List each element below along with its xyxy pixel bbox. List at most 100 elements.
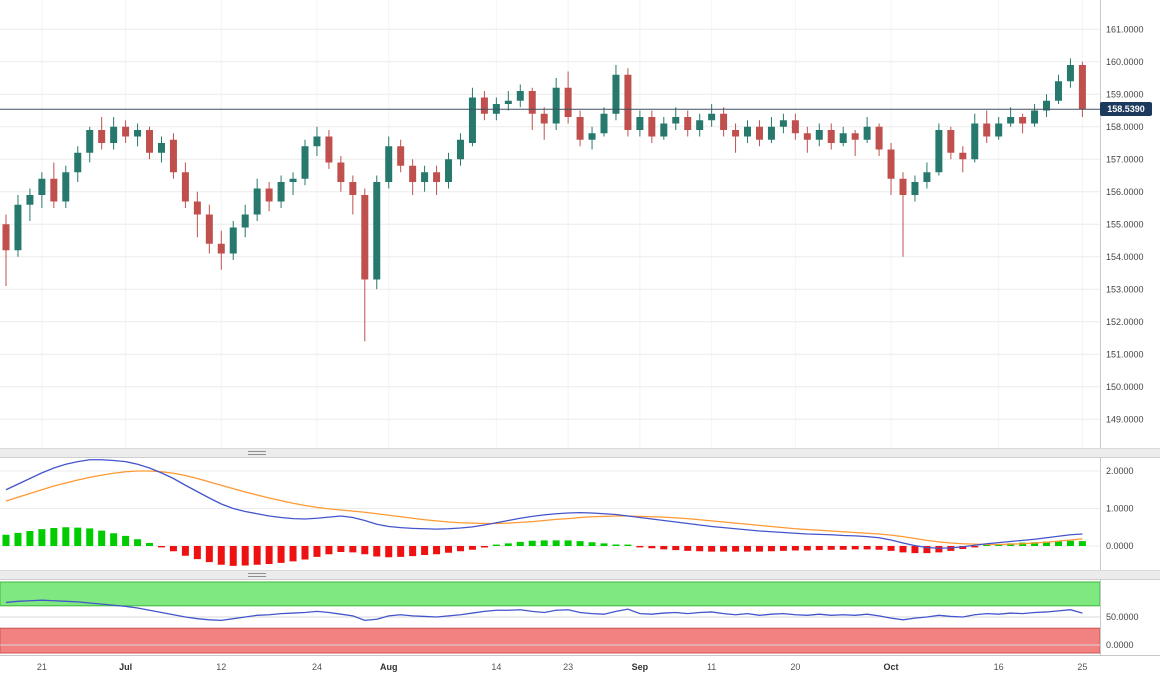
candle[interactable] (1019, 113, 1027, 134)
candle[interactable] (803, 126, 811, 153)
candle[interactable] (337, 156, 345, 192)
candle[interactable] (875, 123, 883, 157)
candle[interactable] (708, 104, 716, 127)
candle[interactable] (732, 123, 740, 153)
candle[interactable] (86, 126, 94, 163)
candle[interactable] (684, 110, 692, 137)
candle[interactable] (421, 165, 429, 192)
candle[interactable] (600, 107, 608, 137)
macd-plot-canvas[interactable]: 2.0000 1.0000 0.0000 (0, 458, 1160, 570)
candle[interactable] (660, 117, 668, 140)
candle[interactable] (564, 71, 572, 124)
candle[interactable] (791, 113, 799, 140)
candle[interactable] (1043, 94, 1051, 117)
macd-histogram-bar (181, 546, 189, 556)
candle[interactable] (947, 126, 955, 160)
panel-separator-2[interactable] (0, 570, 1160, 580)
candle[interactable] (361, 188, 369, 342)
candle[interactable] (253, 178, 261, 221)
candle[interactable] (779, 113, 787, 134)
candle[interactable] (26, 188, 34, 222)
candle[interactable] (2, 214, 10, 287)
candle[interactable] (14, 195, 22, 257)
candle[interactable] (1066, 58, 1074, 88)
candle[interactable] (445, 152, 453, 189)
candle[interactable] (911, 175, 919, 202)
time-axis[interactable]: 21 Jul 12 24 Aug 14 23 Sep 11 20 Oct 16 25 (0, 655, 1160, 686)
panel-separator-1[interactable] (0, 448, 1160, 458)
candle[interactable] (516, 84, 524, 108)
candle[interactable] (767, 117, 775, 143)
candle[interactable] (588, 126, 596, 150)
candle[interactable] (672, 107, 680, 130)
candle[interactable] (995, 117, 1003, 140)
candle[interactable] (576, 110, 584, 147)
candle[interactable] (122, 120, 130, 143)
oscillator-plot-canvas[interactable]: 50.0000 0.0000 (0, 580, 1160, 655)
candle[interactable] (74, 146, 82, 182)
candle[interactable] (468, 87, 476, 147)
candle[interactable] (1007, 107, 1015, 127)
candle[interactable] (325, 130, 333, 169)
candle[interactable] (289, 172, 297, 195)
drag-handle-icon[interactable] (248, 573, 266, 577)
candle[interactable] (612, 65, 620, 121)
candle[interactable] (935, 123, 943, 176)
candle[interactable] (241, 204, 249, 238)
candle[interactable] (217, 230, 225, 270)
candle[interactable] (277, 175, 285, 209)
candle[interactable] (110, 117, 118, 150)
candle[interactable] (134, 123, 142, 147)
candle[interactable] (456, 133, 464, 166)
candle[interactable] (181, 162, 189, 209)
candle[interactable] (229, 221, 237, 260)
candle[interactable] (696, 113, 704, 137)
candle[interactable] (827, 123, 835, 150)
candle[interactable] (552, 78, 560, 130)
candle[interactable] (636, 110, 644, 137)
candle[interactable] (851, 130, 859, 156)
candle[interactable] (744, 120, 752, 143)
candle[interactable] (983, 110, 991, 144)
drag-handle-icon[interactable] (248, 451, 266, 455)
candle[interactable] (720, 107, 728, 137)
candle[interactable] (157, 136, 165, 163)
candle[interactable] (899, 172, 907, 257)
candle[interactable] (504, 91, 512, 111)
candle[interactable] (265, 182, 273, 212)
candle[interactable] (540, 107, 548, 140)
candle[interactable] (1031, 104, 1039, 127)
price-plot-canvas[interactable]: 161.0000 160.0000 159.0000 158.0000 157.0000… (0, 0, 1160, 448)
macd-histogram-bar (1031, 542, 1039, 546)
candle[interactable] (98, 117, 106, 150)
candle[interactable] (38, 172, 46, 208)
candle[interactable] (169, 133, 177, 179)
candle[interactable] (385, 136, 393, 189)
candle[interactable] (373, 175, 381, 290)
candle[interactable] (755, 120, 763, 147)
candle[interactable] (50, 162, 58, 209)
candle[interactable] (313, 126, 321, 156)
candle[interactable] (863, 117, 871, 143)
candle[interactable] (397, 139, 405, 173)
candle[interactable] (959, 146, 967, 173)
candle[interactable] (480, 91, 488, 121)
candle[interactable] (62, 165, 70, 208)
candle[interactable] (301, 139, 309, 186)
overbought-zone (0, 581, 1101, 607)
candle[interactable] (349, 175, 357, 215)
candle[interactable] (193, 191, 201, 238)
candle[interactable] (839, 126, 847, 147)
candle[interactable] (1054, 74, 1062, 104)
candle[interactable] (815, 123, 823, 147)
candle[interactable] (146, 126, 154, 160)
candle[interactable] (971, 113, 979, 163)
candle[interactable] (923, 162, 931, 189)
candle[interactable] (624, 68, 632, 137)
candle[interactable] (887, 143, 895, 195)
candle[interactable] (433, 165, 441, 195)
candle[interactable] (409, 159, 417, 195)
candle[interactable] (205, 204, 213, 254)
candle[interactable] (648, 110, 656, 144)
candle[interactable] (1078, 61, 1086, 117)
